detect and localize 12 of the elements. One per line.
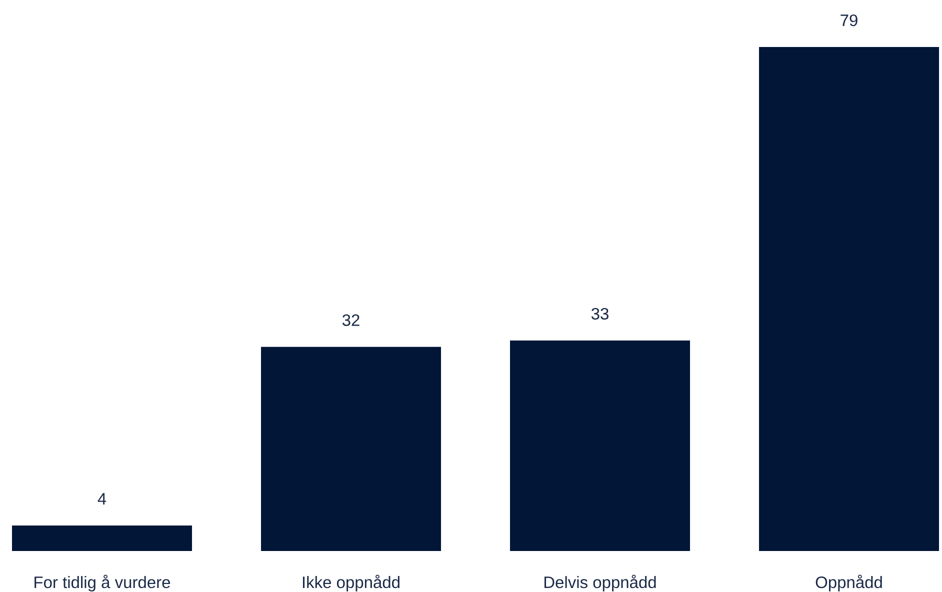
x-tick-label: Delvis oppnådd (544, 574, 656, 592)
x-tick-label: For tidlig å vurdere (34, 574, 170, 592)
x-tick-label: Ikke oppnådd (302, 574, 400, 592)
bar (12, 525, 192, 551)
x-tick-label: Oppnådd (816, 574, 882, 592)
data-label: 33 (591, 308, 608, 320)
bar (759, 46, 940, 551)
data-label: 32 (342, 314, 360, 326)
data-label: 4 (98, 493, 106, 504)
bar (510, 340, 690, 551)
bar (261, 346, 442, 551)
data-label: 79 (840, 14, 858, 26)
